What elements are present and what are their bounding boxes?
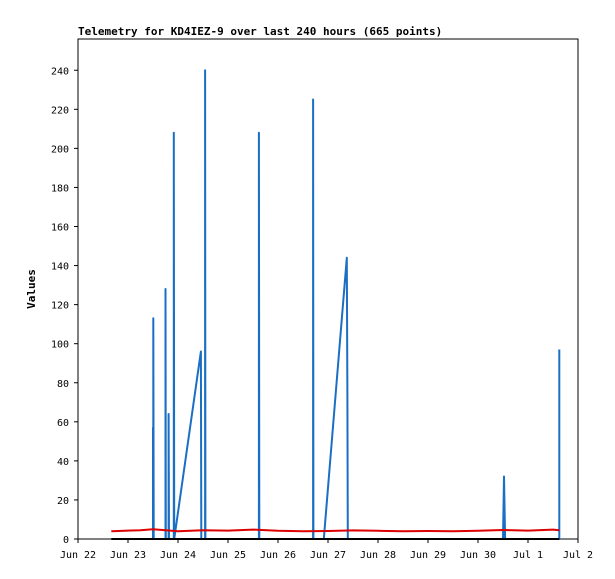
series-line-1 <box>152 69 561 540</box>
y-tick-label: 20 <box>57 496 69 507</box>
x-tick-label: Jun 24 <box>160 550 196 561</box>
series-line-2 <box>111 528 560 533</box>
y-tick-label: 220 <box>51 105 69 116</box>
x-tick-label: Jun 29 <box>410 550 446 561</box>
x-tick-label: Jun 25 <box>210 550 246 561</box>
y-tick-label: 100 <box>51 340 69 351</box>
x-tick-label: Jul 2 <box>563 550 593 561</box>
y-tick-label: 40 <box>57 457 69 468</box>
chart-title: Telemetry for KD4IEZ-9 over last 240 hou… <box>78 25 442 38</box>
y-tick-label: 80 <box>57 379 69 390</box>
y-tick-label: 240 <box>51 66 69 77</box>
x-tick-label: Jun 22 <box>60 550 96 561</box>
y-tick-label: 200 <box>51 144 69 155</box>
y-tick-label: 140 <box>51 262 69 273</box>
y-axis-ticks: 0 20 40 60 80 100 120 140 160 180 200 220 240 <box>51 66 78 546</box>
x-tick-label: Jun 23 <box>110 550 146 561</box>
x-tick-label: Jun 26 <box>260 550 296 561</box>
y-axis-label: Values <box>25 269 38 309</box>
x-tick-label: Jun 28 <box>360 550 396 561</box>
series-group <box>111 69 561 540</box>
y-tick-label: 60 <box>57 418 69 429</box>
y-tick-label: 160 <box>51 223 69 234</box>
x-tick-label: Jun 27 <box>310 550 346 561</box>
x-tick-label: Jul 1 <box>513 550 543 561</box>
x-tick-label: Jun 30 <box>460 550 496 561</box>
x-axis-ticks: Jun 22 Jun 23 Jun 24 Jun 25 Jun 26 Jun 27 Jun … <box>60 539 593 561</box>
y-tick-label: 120 <box>51 301 69 312</box>
y-tick-label: 180 <box>51 183 69 194</box>
y-tick-label: 0 <box>63 535 69 546</box>
